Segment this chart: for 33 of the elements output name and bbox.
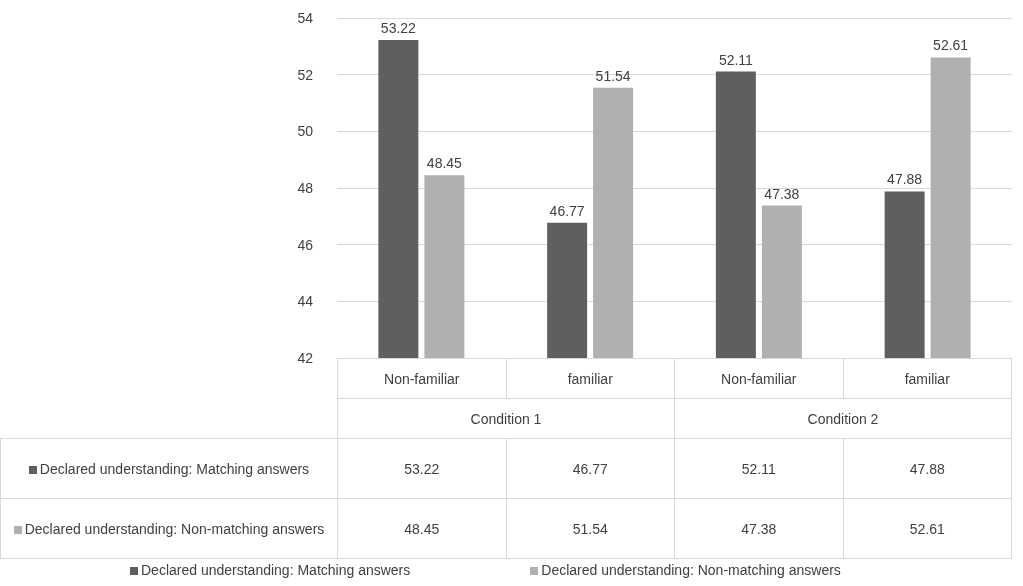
- x-tick-label: familiar: [843, 358, 1012, 399]
- data-label: 51.54: [506, 498, 675, 559]
- annotation: 52.11: [718, 51, 754, 68]
- y-tick-label: 46: [297, 236, 314, 253]
- y-tick-label: 44: [297, 293, 314, 310]
- annotation: 52.61: [933, 37, 969, 54]
- y-tick-label: 48: [297, 180, 314, 196]
- annotation: 48.45: [426, 155, 463, 172]
- data-label: 47.38: [674, 498, 843, 559]
- y-tick-label: 50: [297, 123, 314, 140]
- text: Condition 1: [337, 398, 675, 439]
- data-label: 46.77: [506, 438, 675, 499]
- x-tick-label: Non-familiar: [674, 358, 843, 399]
- annotation: 53.22: [380, 20, 417, 37]
- x-tick-label: Non-familiar: [337, 358, 506, 399]
- data-label: 52.11: [674, 438, 843, 499]
- annotation: 47.88: [887, 171, 923, 188]
- text: Declared understanding: Matching answers: [141, 562, 411, 578]
- data-label: 53.22: [337, 438, 506, 499]
- legend-label: Declared understanding: Matching answers: [0, 438, 338, 499]
- text: Declared understanding: Non-matching answers: [541, 562, 841, 578]
- x-tick-label: familiar: [506, 358, 675, 399]
- text: Condition 2: [674, 398, 1012, 439]
- annotation: 46.77: [549, 202, 585, 219]
- y-tick-label: 54: [297, 10, 314, 26]
- data-label: 52.61: [843, 498, 1012, 559]
- y-tick-label: 52: [297, 66, 314, 83]
- y-tick-label: 42: [297, 350, 314, 366]
- legend-label: Declared understanding: Non-matching answers: [0, 498, 338, 559]
- data-label: 47.88: [843, 438, 1012, 499]
- data-label: 48.45: [337, 498, 506, 559]
- annotation: 51.54: [595, 67, 631, 84]
- annotation: 47.38: [764, 185, 800, 202]
